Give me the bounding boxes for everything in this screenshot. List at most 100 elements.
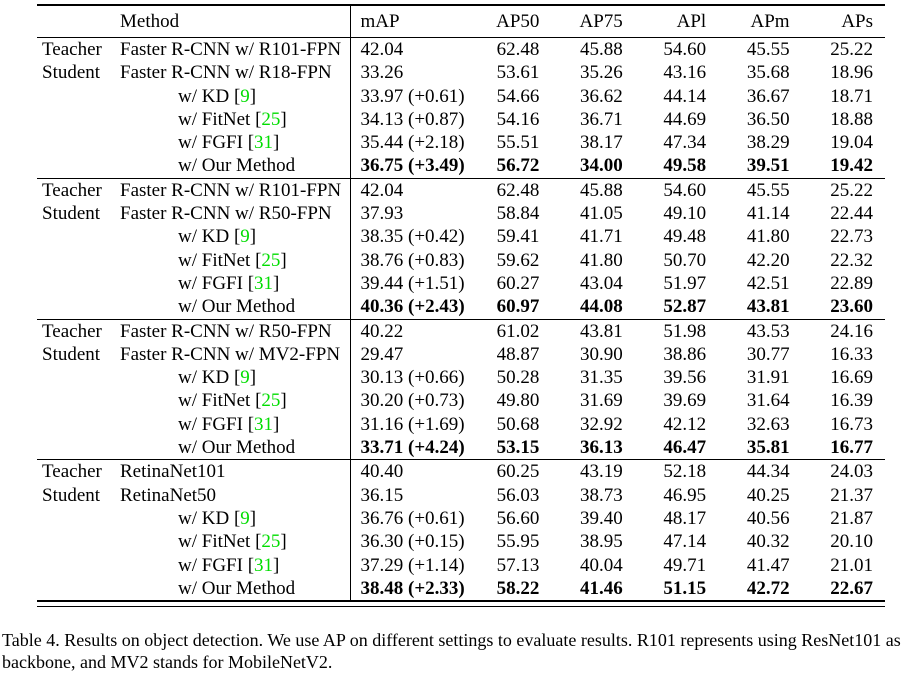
- method-label: w/ KD: [178, 226, 230, 248]
- cell-ap50: 55.51: [496, 132, 540, 154]
- cell-map: 39.44 (+1.51): [349, 271, 468, 296]
- table-row: w/ Our Method 40.36 (+2.43) 60.97 44.08 …: [37, 295, 885, 320]
- cell-aps: 24.03: [801, 459, 885, 484]
- row-role: [37, 413, 112, 436]
- row-method: w/ FitNet [25]: [112, 389, 350, 412]
- table-row: Student Faster R-CNN w/ R18-FPN 33.26 53…: [37, 61, 885, 85]
- cell-apl: 52.87: [663, 296, 707, 318]
- row-role: [37, 154, 112, 178]
- cell-map: 30.20 (+0.73): [349, 389, 468, 413]
- cell-apl: 43.16: [663, 62, 707, 84]
- citation-number: 9: [240, 226, 250, 248]
- table-row: w/ FitNet [25] 30.20 (+0.73) 49.80 31.69…: [37, 389, 885, 413]
- cell-ap75: 36.62: [580, 85, 623, 107]
- cell-map: 37.93: [349, 202, 468, 226]
- cell-apl: 49.10: [663, 203, 707, 225]
- cell-ap75: 30.90: [580, 343, 623, 365]
- header-ap75: AP75: [579, 10, 623, 32]
- cell-apl: 44.14: [663, 85, 707, 107]
- cell-apl: 39.56: [663, 367, 707, 389]
- row-role: [37, 554, 112, 577]
- row-role: [37, 249, 112, 272]
- cell-aps: 16.39: [830, 390, 873, 412]
- cell-apm: 41.14: [746, 203, 790, 225]
- row-role: [37, 577, 112, 601]
- cite-bracket-open: [: [229, 507, 241, 529]
- table-row: w/ KD [9] 30.13 (+0.66) 50.28 31.35 39.5…: [37, 366, 885, 390]
- cell-aps: 21.37: [830, 484, 873, 506]
- citation-number: 9: [240, 85, 250, 107]
- table-row: w/ KD [9] 38.35 (+0.42) 59.41 41.71 49.4…: [37, 225, 885, 249]
- cell-apl: 47.14: [663, 531, 707, 553]
- method-label: Faster R-CNN w/ R18-FPN: [120, 62, 332, 84]
- cell-ap75: 38.17: [580, 132, 623, 154]
- row-method: w/ KD [9]: [112, 366, 350, 389]
- cell-apm: 42.72: [746, 577, 790, 599]
- cell-map: 33.26: [349, 61, 468, 85]
- cell-aps: 22.73: [830, 226, 873, 248]
- row-role: Student: [42, 343, 101, 365]
- method-label: w/ FGFI: [178, 554, 243, 576]
- row-method: RetinaNet101: [112, 459, 350, 484]
- cell-ap50: 53.15: [496, 437, 540, 459]
- cell-aps: 25.22: [801, 177, 885, 203]
- cell-ap75: 36.13: [580, 437, 623, 459]
- cell-apl: 44.69: [663, 108, 707, 130]
- table-row: Teacher Faster R-CNN w/ R101-FPN 42.04 6…: [37, 37, 885, 62]
- cell-apl: 52.18: [634, 459, 719, 484]
- row-role: [37, 366, 112, 389]
- cell-map: 38.48 (+2.33): [349, 576, 468, 602]
- cite-bracket-close: ]: [280, 390, 287, 412]
- cite-bracket-open: [: [250, 249, 262, 271]
- table-row: w/ FitNet [25] 36.30 (+0.15) 55.95 38.95…: [37, 530, 885, 554]
- header-apl: APl: [676, 10, 707, 32]
- cell-ap75: 45.88: [580, 39, 623, 60]
- cell-ap50: 49.80: [496, 390, 540, 412]
- cell-map: 36.76 (+0.61): [349, 506, 468, 531]
- cell-aps: 21.87: [830, 507, 873, 529]
- row-method: Faster R-CNN w/ R50-FPN: [112, 318, 350, 343]
- header-row: Method mAP AP50 AP75 APl APm APs: [37, 5, 885, 38]
- cell-ap50: 56.03: [496, 484, 540, 506]
- row-method: w/ FitNet [25]: [112, 108, 350, 131]
- cell-ap50: 55.95: [496, 531, 540, 553]
- cell-map: 37.29 (+1.14): [349, 553, 468, 577]
- row-method: w/ FitNet [25]: [112, 249, 350, 272]
- cell-aps: 16.33: [830, 343, 873, 365]
- cite-bracket-close: ]: [273, 554, 280, 576]
- cell-ap75: 39.40: [580, 507, 623, 529]
- cite-bracket-close: ]: [249, 85, 257, 107]
- table-row: w/ FGFI [31] 31.16 (+1.69) 50.68 32.92 4…: [37, 412, 885, 437]
- cell-aps: 21.01: [830, 554, 873, 576]
- method-label: w/ FitNet: [178, 531, 251, 553]
- cell-apl: 46.47: [663, 437, 707, 459]
- cell-ap75: 41.80: [580, 249, 623, 271]
- cell-map: 35.44 (+2.18): [349, 131, 468, 155]
- method-label: w/ FGFI: [178, 272, 243, 294]
- cite-bracket-open: [: [229, 367, 241, 389]
- cite-bracket-close: ]: [280, 531, 287, 553]
- row-method: Faster R-CNN w/ R101-FPN: [112, 38, 350, 62]
- cell-aps: 20.10: [830, 531, 873, 553]
- method-label: w/ Our Method: [178, 155, 296, 177]
- row-method: w/ FGFI [31]: [112, 554, 350, 577]
- row-role: [37, 389, 112, 412]
- cell-ap50: 48.87: [496, 343, 540, 365]
- cell-ap75: 45.88: [551, 177, 635, 203]
- header-method: Method: [120, 10, 180, 32]
- row-role: [37, 272, 112, 295]
- cell-map: 31.16 (+1.69): [349, 412, 468, 437]
- cell-map: 40.40: [349, 459, 468, 484]
- cell-apm: 31.64: [746, 390, 790, 412]
- cell-apl: 54.60: [663, 39, 707, 60]
- row-role: Teacher: [37, 318, 112, 343]
- cell-aps: 16.69: [830, 367, 873, 389]
- cell-apm: 42.20: [746, 249, 790, 271]
- cite-bracket-open: [: [242, 413, 255, 435]
- cite-bracket-close: ]: [280, 108, 287, 130]
- cell-ap50: 54.16: [496, 108, 540, 130]
- row-method: w/ FGFI [31]: [112, 413, 350, 436]
- cell-ap50: 58.22: [496, 577, 540, 599]
- method-label: Faster R-CNN w/ R50-FPN: [120, 203, 332, 225]
- table-row: Student Faster R-CNN w/ MV2-FPN 29.47 48…: [37, 342, 885, 367]
